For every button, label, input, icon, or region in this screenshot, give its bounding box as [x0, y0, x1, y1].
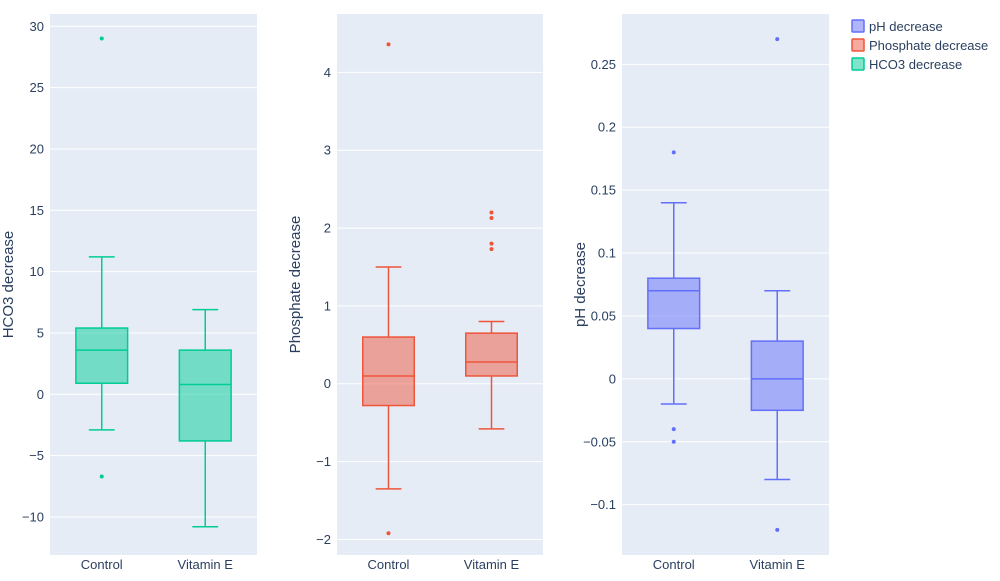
legend-item-phosphate[interactable]: Phosphate decrease	[851, 38, 988, 53]
outlier-point[interactable]	[489, 241, 494, 246]
outlier-point[interactable]	[489, 210, 494, 215]
outlier-point[interactable]	[671, 427, 676, 432]
box-hco3-control[interactable]	[75, 36, 129, 479]
ytick-label-phosphate: −1	[316, 454, 331, 469]
legend-swatch-hco3	[851, 57, 865, 71]
outlier-point[interactable]	[775, 527, 780, 532]
outlier-point[interactable]	[99, 474, 104, 479]
box-iqr[interactable]	[178, 349, 232, 442]
xtick-label-ph: Control	[653, 557, 695, 572]
outlier-point[interactable]	[386, 531, 391, 536]
legend-label-ph: pH decrease	[869, 19, 943, 34]
box-iqr[interactable]	[465, 332, 518, 377]
xtick-label-ph: Vitamin E	[750, 557, 806, 572]
outlier-point[interactable]	[489, 215, 494, 220]
xtick-label-hco3: Vitamin E	[178, 557, 234, 572]
ytick-label-ph: −0.1	[590, 497, 616, 512]
ytick-label-ph: 0.2	[598, 120, 616, 135]
xtick-label-phosphate: Control	[368, 557, 410, 572]
box-ph-vitamin-e[interactable]	[750, 37, 804, 532]
ytick-label-phosphate: 0	[324, 376, 331, 391]
y-axis-title-phosphate: Phosphate decrease	[287, 216, 304, 354]
ytick-label-ph: 0.15	[591, 183, 616, 198]
box-iqr[interactable]	[647, 277, 701, 330]
outlier-point[interactable]	[775, 37, 780, 42]
ytick-label-phosphate: 1	[324, 298, 331, 313]
ytick-label-hco3: 10	[30, 264, 44, 279]
ytick-label-hco3: 20	[30, 141, 44, 156]
ytick-label-phosphate: 3	[324, 143, 331, 158]
ytick-label-hco3: 15	[30, 203, 44, 218]
box-iqr[interactable]	[362, 336, 415, 407]
y-axis-title-ph: pH decrease	[572, 242, 589, 327]
outlier-point[interactable]	[386, 42, 391, 47]
legend-swatch-phosphate	[851, 38, 865, 52]
ytick-label-hco3: 0	[37, 387, 44, 402]
box-phosphate-vitamin-e[interactable]	[465, 210, 518, 430]
ytick-label-ph: 0.05	[591, 308, 616, 323]
ytick-label-hco3: 30	[30, 19, 44, 34]
subplot-hco3: 30 25 20 15 10 5 0 −5 −10 HCO3 decrease Control Vit…	[0, 14, 257, 572]
legend-label-hco3: HCO3 decrease	[869, 57, 962, 72]
ytick-label-hco3: −10	[22, 509, 44, 524]
plot-area-phosphate	[337, 14, 543, 555]
box-phosphate-control[interactable]	[362, 42, 415, 536]
plot-area-hco3	[50, 14, 257, 555]
outlier-point[interactable]	[671, 150, 676, 155]
ytick-label-phosphate: −2	[316, 532, 331, 547]
box-hco3-vitamin-e[interactable]	[178, 308, 232, 528]
ytick-label-hco3: 25	[30, 80, 44, 95]
outlier-point[interactable]	[99, 36, 104, 41]
subplot-ph: 0.25 0.2 0.15 0.1 0.05 0 −0.05 −0.1 pH decrease C…	[572, 14, 829, 572]
ytick-label-phosphate: 2	[324, 221, 331, 236]
box-iqr[interactable]	[750, 340, 804, 412]
outlier-point[interactable]	[489, 247, 494, 252]
ytick-label-ph: 0.1	[598, 246, 616, 261]
y-axis-title-hco3: HCO3 decrease	[0, 231, 17, 339]
ytick-label-hco3: 5	[37, 325, 44, 340]
ytick-label-phosphate: 4	[324, 65, 331, 80]
box-iqr[interactable]	[75, 327, 129, 385]
legend-item-ph[interactable]: pH decrease	[851, 19, 943, 34]
legend-swatch-ph	[851, 19, 865, 33]
legend-item-hco3[interactable]: HCO3 decrease	[851, 57, 962, 72]
legend[interactable]: pH decrease Phosphate decrease HCO3 decr…	[851, 19, 988, 72]
xtick-label-hco3: Control	[81, 557, 123, 572]
box-ph-control[interactable]	[647, 150, 701, 444]
ytick-label-ph: −0.05	[583, 434, 616, 449]
ytick-label-hco3: −5	[29, 448, 44, 463]
ytick-label-ph: 0	[609, 371, 616, 386]
subplot-phosphate: 4 3 2 1 0 −1 −2 Phosphate decrease Control Vitami…	[287, 14, 543, 572]
xtick-label-phosphate: Vitamin E	[464, 557, 520, 572]
legend-label-phosphate: Phosphate decrease	[869, 38, 988, 53]
ytick-label-ph: 0.25	[591, 57, 616, 72]
outlier-point[interactable]	[671, 439, 676, 444]
